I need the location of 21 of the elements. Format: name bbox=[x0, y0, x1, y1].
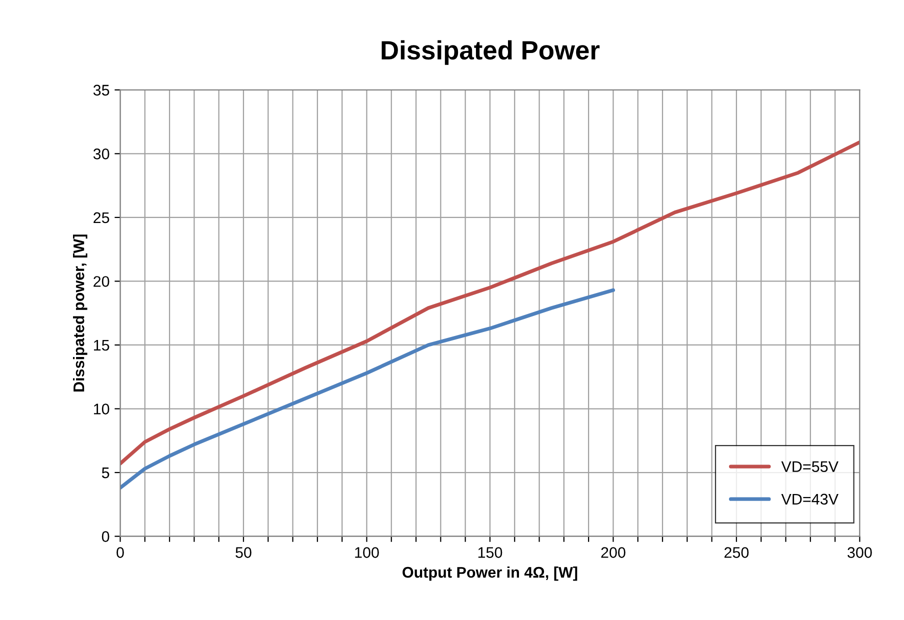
y-tick-label: 10 bbox=[94, 404, 110, 414]
legend-label: VD=43V bbox=[781, 494, 838, 505]
legend-label: VD=55V bbox=[781, 461, 838, 472]
y-tick-label: 5 bbox=[102, 468, 110, 478]
x-tick-label: 150 bbox=[478, 547, 502, 558]
x-tick-label: 250 bbox=[724, 547, 749, 558]
x-tick-label: 0 bbox=[116, 547, 124, 558]
y-axis-title: Dissipated power, [W] bbox=[73, 234, 88, 392]
y-tick-label: 35 bbox=[93, 84, 110, 96]
x-axis-title: Output Power in 4Ω, [W] bbox=[402, 566, 578, 581]
x-tick-label: 100 bbox=[355, 547, 379, 558]
y-tick-label: 30 bbox=[93, 148, 110, 160]
chart-title: Dissipated Power bbox=[382, 40, 600, 65]
y-tick-label: 15 bbox=[94, 340, 110, 351]
y-tick-label: 0 bbox=[102, 531, 110, 542]
x-tick-label: 200 bbox=[601, 547, 626, 558]
line-series bbox=[120, 288, 616, 490]
x-tick-label: 50 bbox=[236, 547, 252, 558]
y-tick-label: 20 bbox=[94, 276, 110, 287]
y-tick-label: 25 bbox=[94, 212, 110, 224]
x-tick-label: 300 bbox=[848, 547, 872, 558]
